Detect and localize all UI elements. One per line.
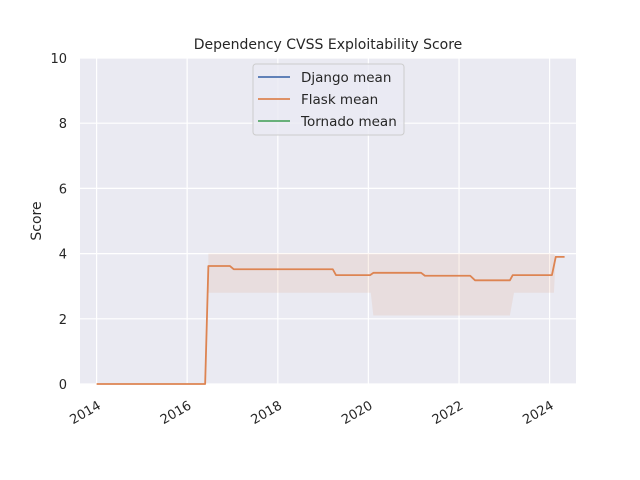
legend-label: Tornado mean <box>300 114 397 130</box>
y-tick-label: 0 <box>59 378 67 393</box>
x-tick-label: 2024 <box>520 398 556 428</box>
x-tick-label: 2014 <box>67 398 103 428</box>
chart-title: Dependency CVSS Exploitability Score <box>194 37 463 53</box>
x-tick-label: 2022 <box>430 398 466 428</box>
y-tick-labels: 0 2 4 6 8 10 <box>50 52 67 393</box>
legend-box <box>252 63 405 136</box>
y-tick-label: 8 <box>59 117 67 132</box>
y-tick-label: 4 <box>59 248 67 263</box>
x-tick-label: 2018 <box>249 398 285 428</box>
series-line <box>96 255 565 385</box>
x-tick-labels: 2014 2016 2018 2020 2022 2024 <box>67 398 556 428</box>
y-axis-label: Score <box>29 201 45 240</box>
y-tick-label: 2 <box>59 313 67 328</box>
series-lines <box>96 255 565 385</box>
legend: Django mean Flask mean Tornado mean <box>252 63 405 136</box>
y-tick-label: 10 <box>50 52 67 67</box>
legend-label: Django mean <box>301 70 391 86</box>
y-tick-label: 6 <box>59 182 67 197</box>
legend-label: Flask mean <box>301 92 378 108</box>
x-tick-label: 2016 <box>158 398 194 428</box>
x-tick-label: 2020 <box>339 398 375 428</box>
